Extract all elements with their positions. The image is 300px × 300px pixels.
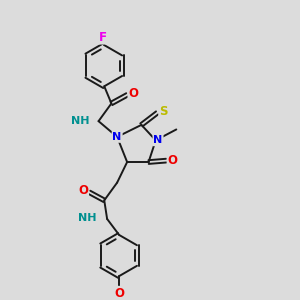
Text: O: O [78, 184, 88, 197]
Text: N: N [112, 132, 122, 142]
Text: O: O [168, 154, 178, 167]
Text: N: N [153, 135, 163, 145]
Text: NH: NH [78, 212, 96, 223]
Text: F: F [99, 31, 107, 44]
Text: O: O [114, 287, 124, 300]
Text: NH: NH [71, 116, 89, 126]
Text: S: S [159, 105, 168, 118]
Text: O: O [128, 87, 138, 100]
